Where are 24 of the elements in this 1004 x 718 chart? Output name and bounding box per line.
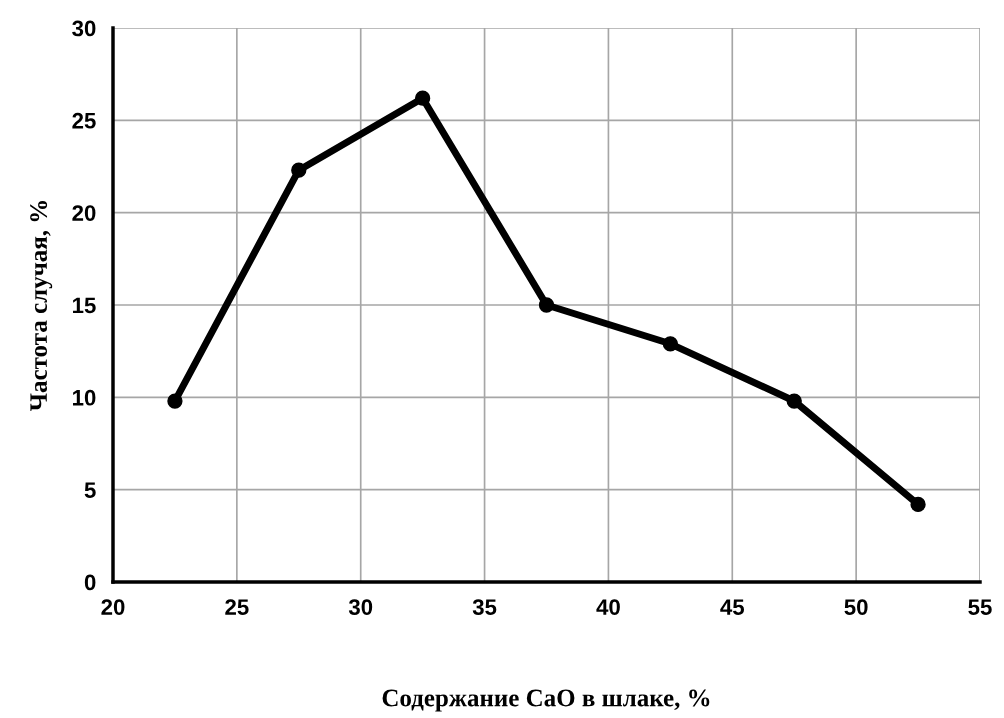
y-tick-label: 15 xyxy=(73,297,96,314)
y-axis-title: Частота случая, % xyxy=(30,201,53,412)
point xyxy=(415,90,431,106)
x-tick-label: 20 xyxy=(101,599,125,615)
y-tick-label: 30 xyxy=(72,20,96,37)
x-tick-label: 55 xyxy=(968,599,992,615)
x-tick-label: 30 xyxy=(348,599,373,616)
y-tick-label: 5 xyxy=(84,482,96,498)
x-tick-label: 40 xyxy=(596,599,620,615)
y-tick-label: 20 xyxy=(72,205,96,221)
point xyxy=(786,393,802,409)
x-tick-label: 50 xyxy=(844,599,868,615)
point xyxy=(662,336,678,352)
x-tick-label: 45 xyxy=(720,599,745,615)
x-tick-label: 25 xyxy=(225,599,249,615)
y-tick-label: 25 xyxy=(72,112,96,129)
y-tick-label: 0 xyxy=(84,574,96,591)
point xyxy=(538,297,555,313)
x-tick-label: 35 xyxy=(472,599,497,616)
point xyxy=(291,162,307,178)
y-tick-label: 10 xyxy=(73,389,96,406)
x-axis-title: Содержание CaO в шлаке, % xyxy=(382,689,710,712)
point xyxy=(167,393,183,409)
point xyxy=(910,496,926,513)
